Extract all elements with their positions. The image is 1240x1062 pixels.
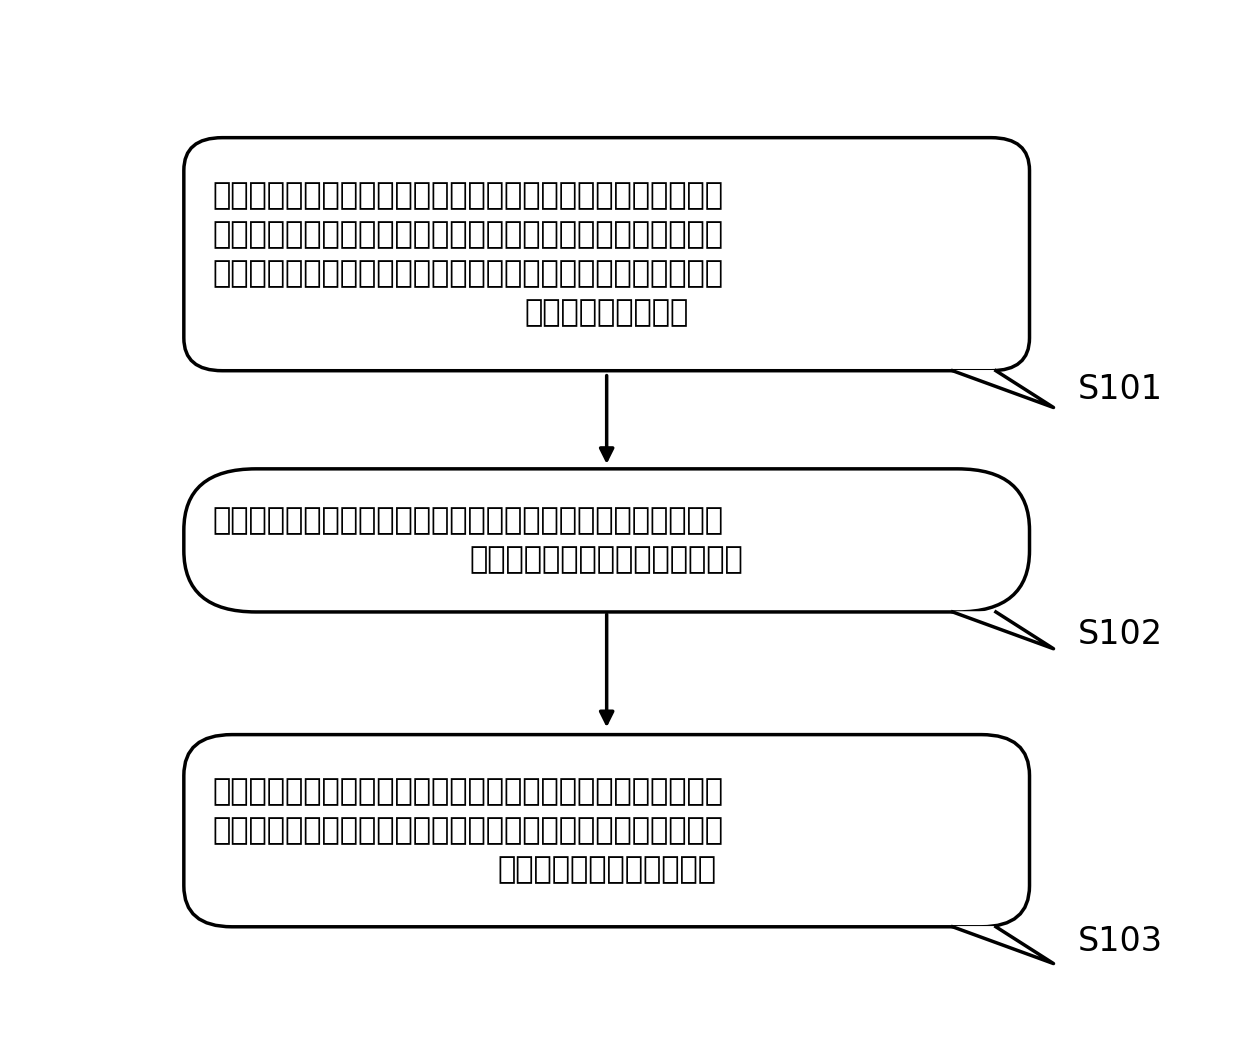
Polygon shape — [952, 371, 1054, 408]
FancyBboxPatch shape — [184, 138, 1029, 371]
Text: 应釜进行加压处理，以使得所述反应釜内的温度和压力分别处于: 应釜进行加压处理，以使得所述反应釜内的温度和压力分别处于 — [213, 259, 724, 288]
Text: 通过脉冲加热装置对设置在所述第一岩心样品和所述第二岩心样: 通过脉冲加热装置对设置在所述第一岩心样品和所述第二岩心样 — [213, 507, 724, 535]
FancyBboxPatch shape — [184, 735, 1029, 927]
Polygon shape — [952, 927, 1054, 963]
FancyBboxPatch shape — [184, 468, 1029, 612]
Text: 品之间的热元件进行脉冲加热处理: 品之间的热元件进行脉冲加热处理 — [470, 546, 744, 575]
Text: 指定温度和指定压力: 指定温度和指定压力 — [525, 298, 688, 327]
Text: ，并根据所述温度数据，确定在所述指定温度和所述指定压力下: ，并根据所述温度数据，确定在所述指定温度和所述指定压力下 — [213, 817, 724, 845]
Text: S102: S102 — [1078, 618, 1163, 651]
Polygon shape — [952, 612, 1054, 649]
Text: 将所述第一岩心样品和所述第二岩心样品放入反应釜中，通过加: 将所述第一岩心样品和所述第二岩心样品放入反应釜中，通过加 — [213, 181, 724, 210]
Text: 通过数据处理装置采集所述脉冲加热处理后的热元件的温度数据: 通过数据处理装置采集所述脉冲加热处理后的热元件的温度数据 — [213, 777, 724, 806]
Text: S103: S103 — [1078, 925, 1163, 958]
Text: S101: S101 — [1078, 373, 1163, 406]
Text: 所述原始岩心样品的热导率: 所述原始岩心样品的热导率 — [497, 856, 717, 885]
Text: 热炉对所述反应釜进行恒温加热处理以及通过液压装置对所述反: 热炉对所述反应釜进行恒温加热处理以及通过液压装置对所述反 — [213, 220, 724, 250]
